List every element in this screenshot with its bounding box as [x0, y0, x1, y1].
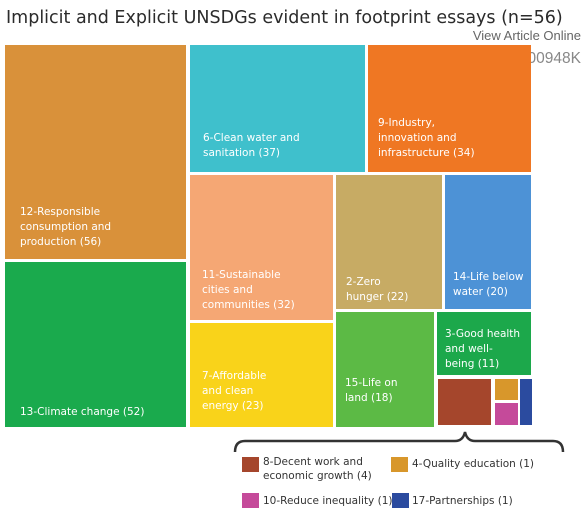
- cell-label-line: and well-: [445, 343, 493, 355]
- cell-label: 13-Climate change (52): [20, 405, 144, 420]
- treemap-cell-3: [437, 312, 531, 375]
- cell-label: 7-Affordable and clean energy (23): [202, 369, 266, 414]
- cell-label-line: 7-Affordable: [202, 370, 267, 382]
- cell-label: 2-Zero hunger (22): [346, 275, 408, 305]
- cell-label-line: 12-Responsible: [20, 206, 101, 218]
- legend-label: 17-Partnerships (1): [412, 494, 513, 508]
- cell-label-line: hunger (22): [346, 291, 409, 303]
- legend-bracket: [233, 431, 565, 453]
- legend-swatch: [391, 457, 408, 472]
- legend-label-line: economic growth (4): [263, 470, 372, 482]
- treemap-cell-8: [438, 379, 491, 425]
- treemap-cell-9: [368, 45, 531, 172]
- cell-label-line: 3-Good health: [445, 328, 521, 340]
- cell-label: 14-Life below water (20): [453, 270, 523, 300]
- legend-swatch: [242, 457, 259, 472]
- treemap-cell-13: [5, 262, 186, 427]
- legend-swatch: [242, 493, 259, 508]
- treemap-cell-10: [495, 403, 518, 425]
- cell-label-line: 14-Life below: [453, 271, 524, 283]
- cell-label-line: innovation and: [378, 132, 457, 144]
- treemap-cell-17: [520, 379, 532, 425]
- treemap-cell-14: [445, 175, 531, 309]
- cell-label-line: water (20): [453, 286, 508, 298]
- legend-label: 4-Quality education (1): [412, 457, 534, 471]
- cell-label-line: consumption and: [20, 221, 112, 233]
- treemap-cell-6: [190, 45, 365, 172]
- treemap-cell-4: [495, 379, 518, 400]
- legend-label: 8-Decent work and economic growth (4): [263, 455, 372, 483]
- treemap-cell-2: [336, 175, 442, 309]
- treemap-cell-11: [190, 175, 333, 320]
- cell-label-line: 6-Clean water and: [203, 132, 300, 144]
- cell-label-line: 11-Sustainable: [202, 269, 281, 281]
- cell-label-line: infrastructure (34): [378, 147, 475, 159]
- cell-label: 11-Sustainable cities and communities (32): [202, 268, 295, 313]
- legend-label-line: 10-Reduce inequality (1): [263, 495, 393, 507]
- cell-label-line: and clean: [202, 385, 254, 397]
- cell-label-line: 15-Life on: [345, 377, 398, 389]
- cell-label: 6-Clean water and sanitation (37): [203, 131, 300, 161]
- legend-label-line: 17-Partnerships (1): [412, 495, 513, 507]
- legend-label: 10-Reduce inequality (1): [263, 494, 393, 508]
- treemap-cell-12: [5, 45, 186, 259]
- cell-label: 15-Life on land (18): [345, 376, 398, 406]
- treemap-cell-15: [336, 312, 434, 427]
- cell-label-line: being (11): [445, 358, 500, 370]
- cell-label-line: 9-Industry,: [378, 117, 435, 129]
- cell-label: 9-Industry, innovation and infrastructure …: [378, 116, 475, 161]
- cell-label-line: cities and: [202, 284, 253, 296]
- cell-label-line: sanitation (37): [203, 147, 281, 159]
- cell-label-line: energy (23): [202, 400, 264, 412]
- treemap-cell-7: [190, 323, 333, 427]
- cell-label-line: communities (32): [202, 299, 295, 311]
- view-article-link[interactable]: View Article Online: [472, 28, 581, 43]
- legend-swatch: [392, 493, 409, 508]
- cell-label: 12-Responsible consumption and production …: [20, 205, 111, 250]
- cell-label-line: land (18): [345, 392, 393, 404]
- cell-label-line: production (56): [20, 236, 102, 248]
- cell-label-line: 2-Zero: [346, 276, 381, 288]
- chart-title: Implicit and Explicit UNSDGs evident in …: [6, 8, 563, 28]
- legend-label-line: 4-Quality education (1): [412, 458, 535, 470]
- cell-label: 3-Good health and well-being (11): [445, 327, 520, 372]
- legend-label-line: 8-Decent work and: [263, 456, 363, 468]
- cell-label-line: 13-Climate change (52): [20, 406, 145, 418]
